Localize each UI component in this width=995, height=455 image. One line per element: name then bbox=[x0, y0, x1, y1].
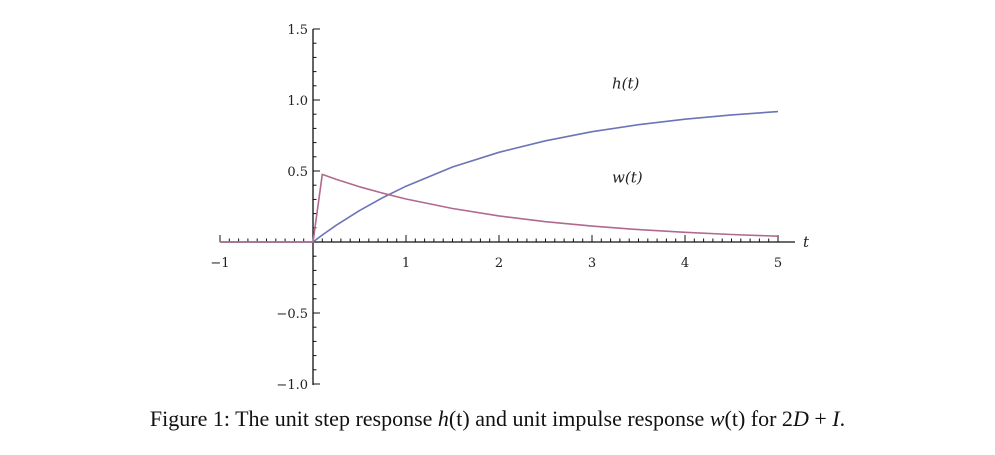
plot-area: −1 1 2 3 4 5 1.5 1.0 0.5 −0.5 −1.0 t h(t) w(t) bbox=[210, 23, 810, 393]
y-tick-label: −0.5 bbox=[276, 307, 308, 322]
y-tick-label: 1.0 bbox=[287, 94, 308, 109]
series-line-1 bbox=[220, 173, 779, 243]
series-line-0 bbox=[220, 110, 779, 243]
series-layer bbox=[220, 110, 779, 243]
series-label-1: w(t) bbox=[612, 168, 643, 186]
x-tick-label: 5 bbox=[774, 256, 782, 271]
figure-caption: Figure 1: The unit step response h(t) an… bbox=[149, 406, 846, 431]
y-tick-label: −1.0 bbox=[276, 378, 308, 393]
y-tick-label: 1.5 bbox=[287, 23, 308, 38]
x-tick-label: 4 bbox=[681, 256, 689, 271]
x-tick-label: 2 bbox=[495, 256, 503, 271]
x-tick-label: 3 bbox=[588, 256, 596, 271]
x-tick-label: −1 bbox=[210, 256, 229, 271]
y-tick-label: 0.5 bbox=[287, 165, 308, 180]
series-label-0: h(t) bbox=[612, 75, 640, 93]
axes bbox=[219, 28, 795, 385]
labels: −1 1 2 3 4 5 1.5 1.0 0.5 −0.5 −1.0 t h(t) w(t) bbox=[210, 23, 810, 393]
x-tick-label: 1 bbox=[402, 256, 410, 271]
x-axis-label: t bbox=[803, 233, 810, 251]
